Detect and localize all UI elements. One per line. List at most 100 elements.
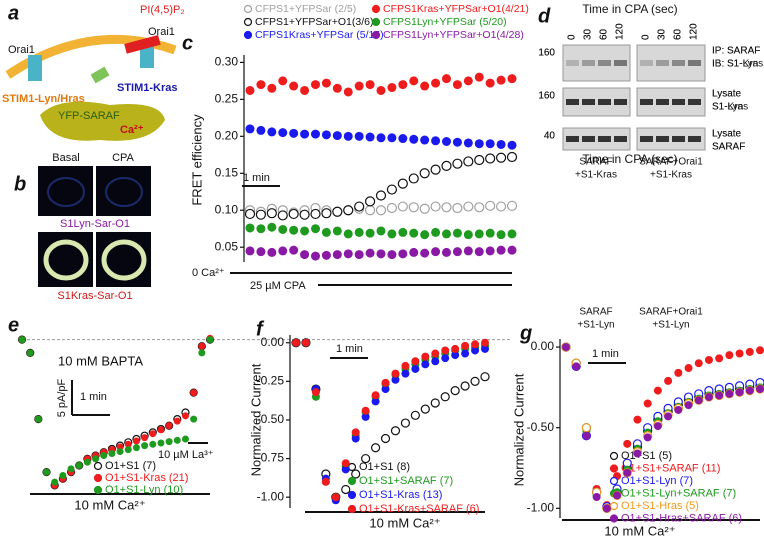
data-point bbox=[311, 224, 320, 234]
data-point bbox=[470, 376, 480, 386]
data-point bbox=[26, 349, 34, 357]
data-point bbox=[267, 83, 277, 93]
data-point bbox=[371, 391, 380, 400]
annotation: 5 pA/pF bbox=[56, 378, 68, 417]
data-point bbox=[581, 423, 592, 433]
data-point bbox=[401, 369, 410, 378]
data-point bbox=[288, 208, 299, 220]
band bbox=[688, 136, 701, 142]
data-point bbox=[255, 209, 267, 220]
data-point bbox=[361, 406, 370, 415]
data-point bbox=[420, 230, 430, 240]
data-point bbox=[431, 78, 441, 88]
data-point bbox=[441, 160, 452, 171]
legend-marker bbox=[609, 514, 619, 523]
y-tick-label: 0.00 bbox=[531, 339, 555, 353]
y-tick-label: 0.15 bbox=[215, 165, 239, 179]
data-point bbox=[623, 439, 632, 448]
legend-marker bbox=[243, 30, 253, 40]
y-tick-label: -0.50 bbox=[257, 412, 285, 426]
data-point bbox=[354, 250, 364, 260]
row-label: SARAF bbox=[712, 142, 745, 153]
legend-label: CFPS1+YFPSar (2/5) bbox=[255, 3, 356, 15]
data-point bbox=[411, 364, 420, 373]
row-label: Lysate bbox=[712, 89, 742, 100]
data-point bbox=[387, 229, 397, 239]
data-point bbox=[34, 415, 42, 423]
data-point bbox=[364, 205, 376, 216]
data-point bbox=[745, 347, 754, 356]
panel-letter: d bbox=[538, 5, 551, 27]
data-point bbox=[419, 168, 430, 179]
legend-label: O1+S1-Lyn (10) bbox=[105, 484, 183, 496]
data-point bbox=[480, 372, 490, 382]
data-point bbox=[633, 449, 642, 458]
label: Orai1 bbox=[8, 44, 35, 56]
row-label: S1Kras-Sar-O1 bbox=[57, 290, 132, 302]
data-point bbox=[132, 444, 140, 452]
data-point bbox=[132, 437, 140, 445]
data-point bbox=[245, 223, 255, 233]
data-point bbox=[351, 469, 361, 479]
data-point bbox=[332, 250, 342, 260]
label: Orai1 bbox=[148, 26, 175, 38]
cell bbox=[43, 239, 89, 281]
legend-marker bbox=[347, 504, 357, 514]
y-tick-label: 0.20 bbox=[215, 128, 239, 142]
row-label: IP: SARAF bbox=[712, 46, 760, 57]
data-point bbox=[643, 433, 652, 442]
data-point bbox=[592, 493, 601, 502]
legend-label: O1+S1+SARAF (7) bbox=[359, 475, 453, 487]
data-point bbox=[51, 478, 59, 486]
data-point bbox=[474, 247, 484, 257]
legend-label: CFPS1+YFPSar+O1(3/6) bbox=[255, 16, 373, 28]
data-point bbox=[450, 386, 460, 396]
data-point bbox=[289, 81, 299, 91]
data-point bbox=[108, 450, 116, 458]
y-tick-label: -0.75 bbox=[257, 451, 285, 465]
data-point bbox=[506, 200, 518, 211]
band bbox=[672, 60, 685, 66]
label: STIM1-Lyn/Hras bbox=[2, 93, 85, 105]
data-point bbox=[173, 436, 181, 444]
data-point bbox=[245, 246, 255, 256]
annotation: 1 min bbox=[336, 343, 363, 355]
mw-marker: 160 bbox=[538, 91, 555, 102]
group-label: +S1-Lyn bbox=[577, 320, 614, 331]
data-point bbox=[715, 354, 724, 363]
data-point bbox=[100, 452, 108, 460]
data-point bbox=[684, 401, 693, 410]
data-point bbox=[365, 132, 375, 142]
data-point bbox=[430, 398, 440, 408]
band bbox=[672, 136, 685, 142]
data-point bbox=[387, 83, 397, 93]
data-point bbox=[376, 249, 386, 259]
data-point bbox=[745, 386, 754, 395]
legend-label: O1+S1-Kras (21) bbox=[105, 472, 188, 484]
data-point bbox=[92, 455, 100, 463]
data-point bbox=[496, 230, 506, 240]
data-point bbox=[141, 434, 149, 442]
label: STIM1-Kras bbox=[117, 82, 178, 94]
data-point bbox=[451, 351, 460, 360]
data-point bbox=[354, 227, 364, 237]
legend-marker bbox=[93, 473, 103, 483]
data-point bbox=[365, 248, 375, 258]
data-point bbox=[300, 85, 310, 95]
data-point bbox=[397, 178, 408, 189]
data-point bbox=[485, 246, 495, 256]
data-point bbox=[157, 439, 165, 447]
data-point bbox=[442, 136, 451, 146]
data-point bbox=[354, 131, 364, 141]
data-point bbox=[452, 80, 462, 90]
lane-label: 60 bbox=[673, 28, 684, 40]
data-point bbox=[485, 153, 496, 164]
data-point bbox=[643, 399, 652, 408]
y-tick-label: 0.30 bbox=[215, 55, 239, 69]
band bbox=[598, 60, 611, 66]
data-point bbox=[463, 201, 474, 212]
data-point bbox=[507, 74, 517, 84]
data-point bbox=[391, 375, 400, 384]
y-axis-label: Normalized Current bbox=[248, 363, 263, 476]
data-point bbox=[311, 251, 320, 261]
